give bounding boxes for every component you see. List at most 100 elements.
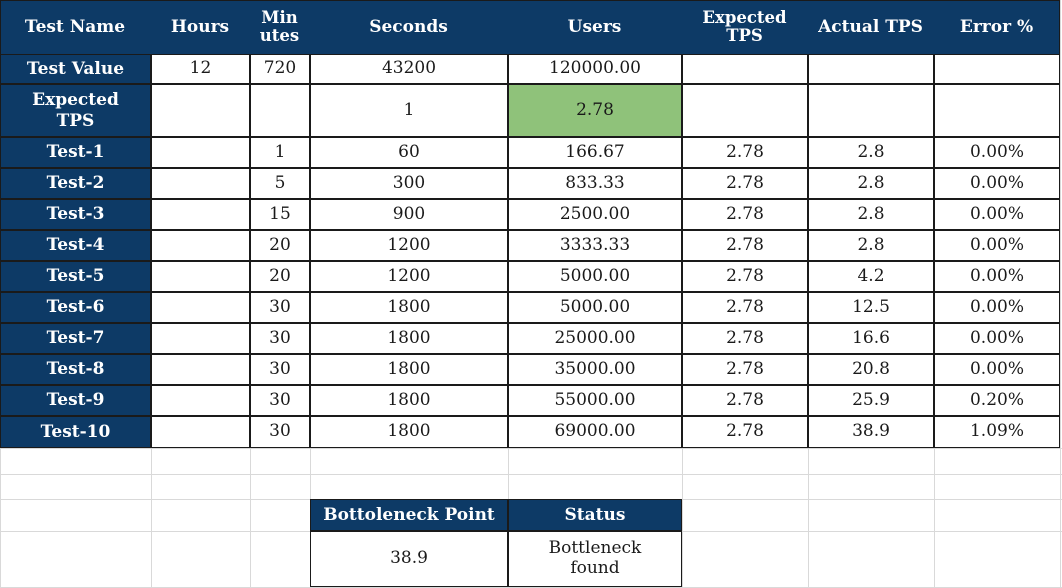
summary-status-header[interactable]: Status [508, 499, 682, 531]
test-cell-expected-tps[interactable]: 2.78 [682, 230, 808, 261]
summary-bottleneck-value[interactable]: 38.9 [310, 531, 508, 587]
expected-tps-hours[interactable] [151, 84, 250, 137]
test-cell-seconds[interactable]: 1200 [310, 230, 508, 261]
test-cell-minutes[interactable]: 30 [250, 416, 310, 448]
expected-tps-seconds[interactable]: 1 [310, 84, 508, 137]
test-cell-users[interactable]: 5000.00 [508, 261, 682, 292]
row-label-expected-tps[interactable]: Expected TPS [0, 84, 151, 137]
test-row-label[interactable]: Test-4 [0, 230, 151, 261]
expected-tps-users[interactable]: 2.78 [508, 84, 682, 137]
test-row-label[interactable]: Test-3 [0, 199, 151, 230]
test-cell-hours[interactable] [151, 168, 250, 199]
test-cell-seconds[interactable]: 1800 [310, 323, 508, 354]
test-cell-seconds[interactable]: 900 [310, 199, 508, 230]
expected-tps-actual-tps[interactable] [808, 84, 934, 137]
test-cell-hours[interactable] [151, 354, 250, 385]
test-cell-seconds[interactable]: 300 [310, 168, 508, 199]
header-error[interactable]: Error % [934, 0, 1060, 54]
test-cell-error[interactable]: 0.00% [934, 168, 1060, 199]
test-cell-actual-tps[interactable]: 25.9 [808, 385, 934, 416]
test-cell-error[interactable]: 0.00% [934, 137, 1060, 168]
test-cell-error[interactable]: 0.00% [934, 261, 1060, 292]
test-row-label[interactable]: Test-9 [0, 385, 151, 416]
test-cell-users[interactable]: 5000.00 [508, 292, 682, 323]
test-cell-error[interactable]: 1.09% [934, 416, 1060, 448]
test-row-label[interactable]: Test-2 [0, 168, 151, 199]
test-value-expected-tps[interactable] [682, 54, 808, 84]
test-cell-users[interactable]: 55000.00 [508, 385, 682, 416]
test-cell-hours[interactable] [151, 292, 250, 323]
test-cell-users[interactable]: 25000.00 [508, 323, 682, 354]
test-cell-actual-tps[interactable]: 38.9 [808, 416, 934, 448]
test-cell-actual-tps[interactable]: 16.6 [808, 323, 934, 354]
test-cell-users[interactable]: 35000.00 [508, 354, 682, 385]
test-cell-minutes[interactable]: 30 [250, 323, 310, 354]
test-cell-minutes[interactable]: 1 [250, 137, 310, 168]
test-cell-seconds[interactable]: 1800 [310, 292, 508, 323]
test-cell-actual-tps[interactable]: 2.8 [808, 168, 934, 199]
test-cell-minutes[interactable]: 30 [250, 354, 310, 385]
test-cell-expected-tps[interactable]: 2.78 [682, 137, 808, 168]
test-cell-actual-tps[interactable]: 12.5 [808, 292, 934, 323]
test-cell-minutes[interactable]: 30 [250, 292, 310, 323]
test-cell-seconds[interactable]: 1800 [310, 385, 508, 416]
header-expected-tps[interactable]: Expected TPS [682, 0, 808, 54]
test-cell-users[interactable]: 2500.00 [508, 199, 682, 230]
test-cell-users[interactable]: 69000.00 [508, 416, 682, 448]
test-cell-hours[interactable] [151, 137, 250, 168]
test-value-users[interactable]: 120000.00 [508, 54, 682, 84]
test-cell-expected-tps[interactable]: 2.78 [682, 354, 808, 385]
test-cell-hours[interactable] [151, 199, 250, 230]
test-cell-expected-tps[interactable]: 2.78 [682, 385, 808, 416]
test-cell-users[interactable]: 166.67 [508, 137, 682, 168]
test-cell-error[interactable]: 0.00% [934, 292, 1060, 323]
test-cell-actual-tps[interactable]: 2.8 [808, 199, 934, 230]
test-row-label[interactable]: Test-1 [0, 137, 151, 168]
summary-bottleneck-header[interactable]: Bottoleneck Point [310, 499, 508, 531]
test-cell-error[interactable]: 0.00% [934, 199, 1060, 230]
test-row-label[interactable]: Test-5 [0, 261, 151, 292]
expected-tps-error[interactable] [934, 84, 1060, 137]
test-cell-error[interactable]: 0.20% [934, 385, 1060, 416]
test-cell-expected-tps[interactable]: 2.78 [682, 292, 808, 323]
test-cell-expected-tps[interactable]: 2.78 [682, 199, 808, 230]
test-value-minutes[interactable]: 720 [250, 54, 310, 84]
test-cell-actual-tps[interactable]: 20.8 [808, 354, 934, 385]
test-cell-seconds[interactable]: 1800 [310, 416, 508, 448]
test-cell-hours[interactable] [151, 261, 250, 292]
test-cell-hours[interactable] [151, 230, 250, 261]
header-hours[interactable]: Hours [151, 0, 250, 54]
test-cell-actual-tps[interactable]: 4.2 [808, 261, 934, 292]
test-cell-minutes[interactable]: 20 [250, 261, 310, 292]
test-cell-expected-tps[interactable]: 2.78 [682, 416, 808, 448]
test-cell-error[interactable]: 0.00% [934, 323, 1060, 354]
test-cell-hours[interactable] [151, 323, 250, 354]
test-cell-error[interactable]: 0.00% [934, 354, 1060, 385]
test-cell-seconds[interactable]: 1200 [310, 261, 508, 292]
expected-tps-expected-tps[interactable] [682, 84, 808, 137]
test-row-label[interactable]: Test-6 [0, 292, 151, 323]
test-cell-minutes[interactable]: 15 [250, 199, 310, 230]
test-value-error[interactable] [934, 54, 1060, 84]
header-users[interactable]: Users [508, 0, 682, 54]
header-seconds[interactable]: Seconds [310, 0, 508, 54]
test-value-hours[interactable]: 12 [151, 54, 250, 84]
test-cell-hours[interactable] [151, 416, 250, 448]
header-test-name[interactable]: Test Name [0, 0, 151, 54]
test-row-label[interactable]: Test-8 [0, 354, 151, 385]
header-actual-tps[interactable]: Actual TPS [808, 0, 934, 54]
test-cell-seconds[interactable]: 1800 [310, 354, 508, 385]
expected-tps-minutes[interactable] [250, 84, 310, 137]
test-cell-expected-tps[interactable]: 2.78 [682, 323, 808, 354]
test-cell-minutes[interactable]: 30 [250, 385, 310, 416]
test-cell-error[interactable]: 0.00% [934, 230, 1060, 261]
header-minutes[interactable]: Min utes [250, 0, 310, 54]
test-cell-users[interactable]: 833.33 [508, 168, 682, 199]
test-cell-actual-tps[interactable]: 2.8 [808, 137, 934, 168]
summary-status-value[interactable]: Bottleneck found [508, 531, 682, 587]
test-cell-minutes[interactable]: 5 [250, 168, 310, 199]
test-row-label[interactable]: Test-7 [0, 323, 151, 354]
test-cell-hours[interactable] [151, 385, 250, 416]
test-value-actual-tps[interactable] [808, 54, 934, 84]
test-cell-actual-tps[interactable]: 2.8 [808, 230, 934, 261]
